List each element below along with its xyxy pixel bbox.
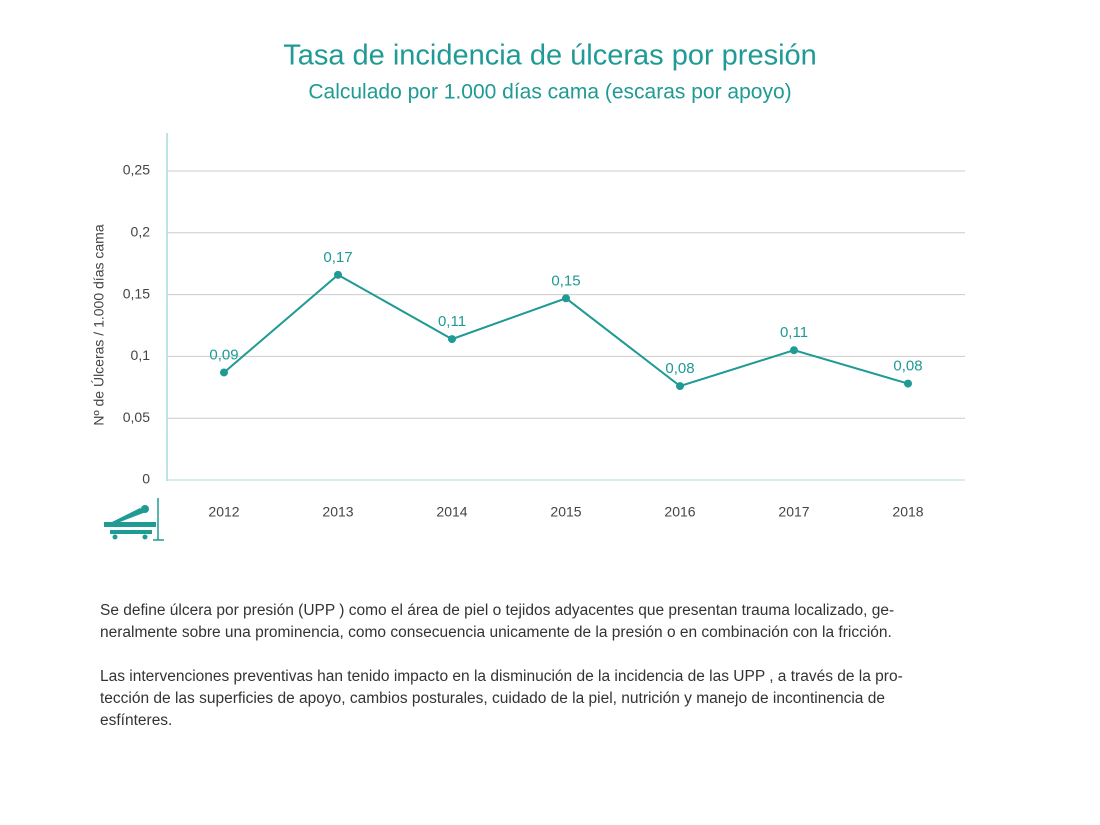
y-tick-label: 0,1 [131,347,151,363]
data-label: 0,08 [665,360,694,377]
data-point [562,294,570,303]
paragraph: Se define úlcera por presión (UPP ) como… [100,600,1000,644]
data-point [334,270,342,279]
y-tick-label: 0,05 [123,409,150,425]
chart-subtitle: Calculado por 1.000 días cama (escaras p… [308,81,791,104]
bed-icon [104,498,164,541]
data-point [790,346,798,355]
paragraph-line: neralmente sobre una prominencia, como c… [100,624,892,641]
data-label: 0,08 [893,358,922,375]
chart-title: Tasa de incidencia de úlceras por presió… [283,40,817,72]
y-axis-label: Nº de Úlceras / 1.000 días cama [91,224,107,425]
y-tick-label: 0,2 [131,224,151,240]
paragraph-line: esfínteres. [100,712,173,729]
data-label: 0,15 [551,272,580,289]
x-tick-label: 2016 [664,504,695,520]
data-point [448,335,456,344]
data-label: 0,11 [780,324,808,341]
paragraph-line: Se define úlcera por presión (UPP ) como… [100,602,895,619]
x-tick-label: 2018 [892,504,923,520]
data-label: 0,11 [438,313,466,330]
x-tick-label: 2015 [550,504,581,520]
paragraph-line: tección de las superficies de apoyo, cam… [100,690,885,707]
y-tick-label: 0,15 [123,285,150,301]
y-tick-label: 0 [142,471,150,487]
x-tick-label: 2017 [778,504,809,520]
paragraph: Las intervenciones preventivas han tenid… [100,666,1000,732]
paragraph-line: Las intervenciones preventivas han tenid… [100,668,903,685]
data-point [220,368,228,377]
data-point [904,379,912,388]
x-tick-label: 2013 [322,504,353,520]
chart: Tasa de incidencia de úlceras por presió… [91,40,965,541]
description: Se define úlcera por presión (UPP ) como… [100,600,1000,754]
x-tick-label: 2014 [436,504,467,520]
data-label: 0,09 [209,346,238,363]
data-label: 0,17 [323,249,352,266]
data-point [676,382,684,391]
y-tick-label: 0,25 [123,162,150,178]
x-tick-label: 2012 [208,504,239,520]
